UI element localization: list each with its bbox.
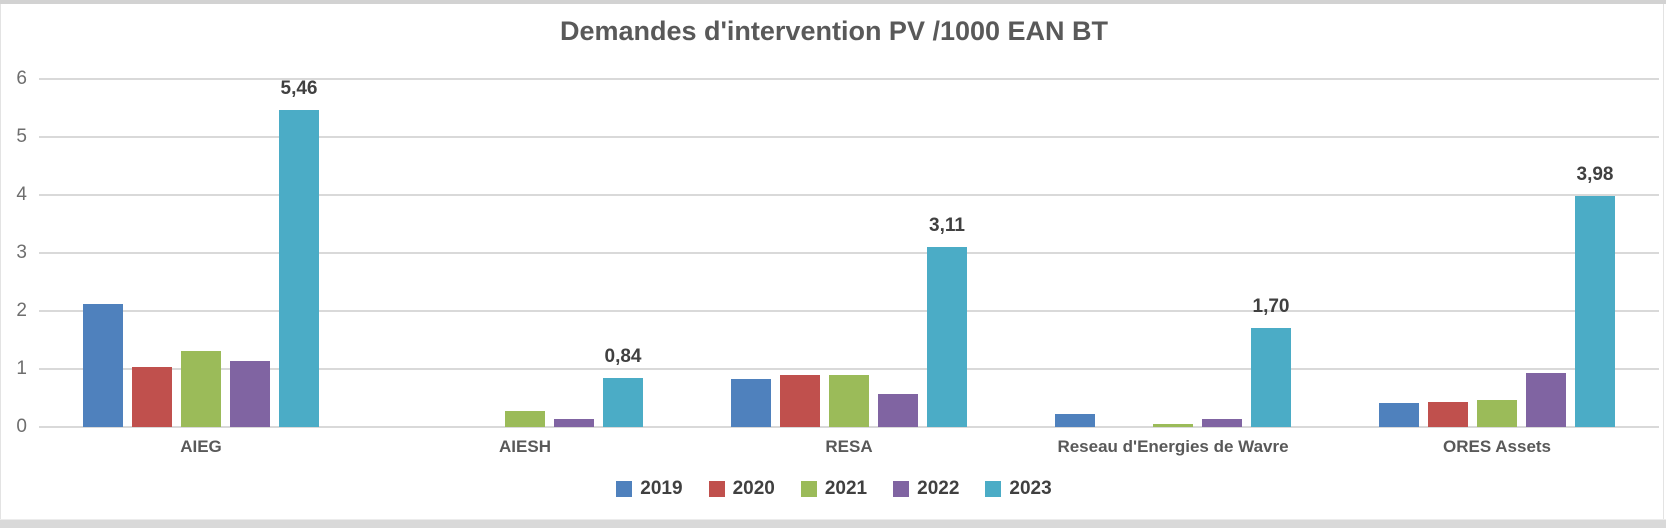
bar-slot-2022-reseau-d-energies-de-wavre [1202, 79, 1242, 427]
bar-slot-2023-aieg: 5,46 [279, 78, 319, 427]
bar-2023-ores-assets[interactable] [1575, 196, 1615, 427]
bar-group-aieg: 5,46 [39, 78, 363, 427]
legend-label-2020: 2020 [732, 478, 775, 499]
bar-2020-aieg[interactable] [132, 367, 172, 427]
legend-swatch-2019 [616, 481, 633, 497]
bar-slot-2020-aieg [132, 79, 172, 427]
gridline-y0 [39, 426, 1659, 428]
bar-2019-reseau-d-energies-de-wavre[interactable] [1055, 414, 1095, 427]
category-label-resa: RESA [825, 437, 873, 456]
bar-slot-2023-ores-assets: 3,98 [1575, 79, 1615, 427]
legend-swatch-2021 [800, 481, 817, 497]
bottom-edge-strip [0, 519, 1666, 528]
legend-item-2021[interactable]: 2021 [800, 478, 868, 500]
gridline-y1 [39, 368, 1659, 370]
bar-slot-2019-resa [731, 79, 771, 427]
bar-slot-2023-resa: 3,11 [927, 79, 967, 427]
bar-2020-ores-assets[interactable] [1428, 402, 1468, 427]
bar-slot-2022-aiesh [554, 79, 594, 427]
bar-slot-2019-aieg [83, 79, 123, 427]
bar-group-reseau-d-energies-de-wavre: 1,70 [1011, 79, 1335, 427]
category-label-aieg: AIEG [180, 437, 222, 456]
top-edge-strip [0, 0, 1666, 4]
gridline-y5 [39, 136, 1659, 138]
bar-2020-resa[interactable] [780, 375, 820, 427]
bar-2021-ores-assets[interactable] [1477, 400, 1517, 427]
legend-item-2022[interactable]: 2022 [893, 478, 959, 500]
category-label-ores-assets: ORES Assets [1442, 437, 1552, 456]
legend-label-2019: 2019 [640, 478, 683, 499]
bar-2023-aiesh[interactable] [603, 378, 643, 427]
plot-area: 5,46 0,84 3,11 1,70 3,98 [39, 78, 1659, 428]
bar-slot-2021-aiesh [505, 79, 545, 427]
legend-label-2021: 2021 [824, 478, 868, 499]
bar-2022-resa[interactable] [878, 394, 918, 427]
chart-title: Demandes d'intervention PV /1000 EAN BT [559, 16, 1109, 46]
y-tick-label-0: 0 [16, 416, 27, 437]
bar-slot-2020-reseau-d-energies-de-wavre [1104, 79, 1144, 427]
bar-slot-2019-ores-assets [1379, 79, 1419, 427]
legend-swatch-2020 [708, 481, 725, 497]
legend-swatch-2023 [985, 481, 1002, 497]
bar-group-aiesh: 0,84 [363, 79, 687, 427]
y-tick-label-3: 3 [16, 242, 27, 263]
bar-slot-2021-resa [829, 79, 869, 427]
y-tick-label-4: 4 [16, 184, 27, 205]
legend-label-2022: 2022 [917, 478, 960, 499]
bar-2023-aieg[interactable] [279, 110, 319, 427]
bar-slot-2019-aiesh [407, 79, 447, 427]
y-tick-label-5: 5 [16, 126, 27, 147]
y-tick-label-1: 1 [16, 358, 27, 379]
bar-2023-reseau-d-energies-de-wavre[interactable] [1251, 328, 1291, 427]
bar-slot-2022-ores-assets [1526, 79, 1566, 427]
bar-slot-2021-reseau-d-energies-de-wavre [1153, 79, 1193, 427]
bar-slot-2023-reseau-d-energies-de-wavre: 1,70 [1251, 79, 1291, 427]
bar-slot-2020-ores-assets [1428, 79, 1468, 427]
bar-2021-reseau-d-energies-de-wavre[interactable] [1153, 424, 1193, 427]
bar-group-resa: 3,11 [687, 79, 1011, 427]
bar-2022-aieg[interactable] [230, 361, 270, 427]
category-label-aiesh: AIESH [499, 437, 551, 456]
bar-slot-2021-aieg [181, 79, 221, 427]
bar-value-label-2023-resa: 3,11 [929, 215, 965, 236]
bar-2023-resa[interactable] [927, 247, 967, 427]
bar-2022-ores-assets[interactable] [1526, 373, 1566, 427]
bar-group-ores-assets: 3,98 [1335, 79, 1659, 427]
bar-2021-aiesh[interactable] [505, 411, 545, 427]
legend-item-2023[interactable]: 2023 [985, 478, 1052, 500]
bar-value-label-2023-reseau-d-energies-de-wavre: 1,70 [1252, 296, 1290, 317]
bar-value-label-2023-ores-assets: 3,98 [1576, 164, 1614, 185]
y-tick-label-2: 2 [16, 300, 27, 321]
bar-2021-resa[interactable] [829, 375, 869, 427]
legend-label-2023: 2023 [1009, 478, 1052, 499]
bar-slot-2020-resa [780, 79, 820, 427]
gridline-y2 [39, 310, 1659, 312]
legend-item-2019[interactable]: 2019 [616, 478, 683, 500]
bar-2021-aieg[interactable] [181, 351, 221, 427]
bar-2022-reseau-d-energies-de-wavre[interactable] [1202, 419, 1242, 427]
bar-slot-2022-aieg [230, 79, 270, 427]
bar-value-label-2023-aieg: 5,46 [280, 78, 318, 99]
gridline-y6 [39, 78, 1659, 80]
y-tick-label-6: 6 [16, 68, 27, 89]
bar-slot-2023-aiesh: 0,84 [603, 79, 643, 427]
bar-slot-2021-ores-assets [1477, 79, 1517, 427]
y-axis: 0 1 2 3 4 5 6 [1, 68, 35, 437]
bar-2019-ores-assets[interactable] [1379, 403, 1419, 427]
bar-2019-aieg[interactable] [83, 304, 123, 427]
legend-swatch-2022 [893, 481, 910, 497]
bar-value-label-2023-aiesh: 0,84 [604, 346, 642, 367]
bar-slot-2020-aiesh [456, 79, 496, 427]
bar-2019-resa[interactable] [731, 379, 771, 427]
bar-2022-aiesh[interactable] [554, 419, 594, 427]
legend: 2019 2020 2021 2022 2023 [1, 478, 1666, 500]
bar-slot-2019-reseau-d-energies-de-wavre [1055, 79, 1095, 427]
gridline-y3 [39, 252, 1659, 254]
gridline-y4 [39, 194, 1659, 196]
x-axis: AIEG AIESH RESA Reseau d'Energies de Wavre O… [39, 437, 1659, 463]
legend-item-2020[interactable]: 2020 [708, 478, 775, 500]
bar-slot-2022-resa [878, 79, 918, 427]
category-label-reseau-d-energies-de-wavre: Reseau d'Energies de Wavre [1057, 437, 1289, 456]
